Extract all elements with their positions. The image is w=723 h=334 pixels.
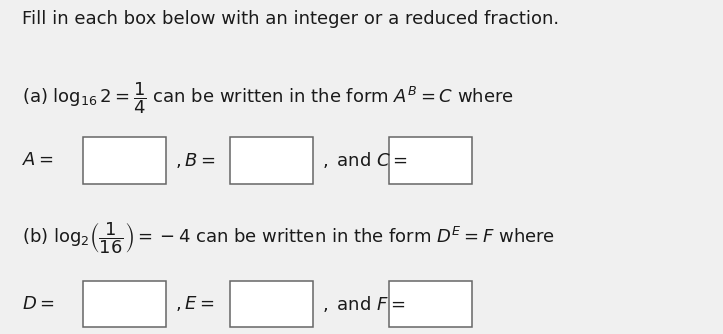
Text: (a) $\log_{16} 2 = \dfrac{1}{4}$ can be written in the form $A^B = C$ where: (a) $\log_{16} 2 = \dfrac{1}{4}$ can be … <box>22 80 513 116</box>
Text: $A =$: $A =$ <box>22 151 54 169</box>
FancyBboxPatch shape <box>389 281 472 327</box>
FancyBboxPatch shape <box>230 281 313 327</box>
Text: $,$ and $F =$: $,$ and $F =$ <box>322 294 406 314</box>
Text: $,$ and $C =$: $,$ and $C =$ <box>322 150 408 170</box>
Text: $, B =$: $, B =$ <box>175 151 215 170</box>
FancyBboxPatch shape <box>83 281 166 327</box>
FancyBboxPatch shape <box>230 137 313 184</box>
FancyBboxPatch shape <box>389 137 472 184</box>
Text: $D =$: $D =$ <box>22 295 54 313</box>
Text: Fill in each box below with an integer or a reduced fraction.: Fill in each box below with an integer o… <box>22 10 559 28</box>
Text: (b) $\log_2\!\left(\dfrac{1}{16}\right) = -4$ can be written in the form $D^E = : (b) $\log_2\!\left(\dfrac{1}{16}\right) … <box>22 220 555 256</box>
FancyBboxPatch shape <box>83 137 166 184</box>
Text: $, E =$: $, E =$ <box>175 295 214 313</box>
